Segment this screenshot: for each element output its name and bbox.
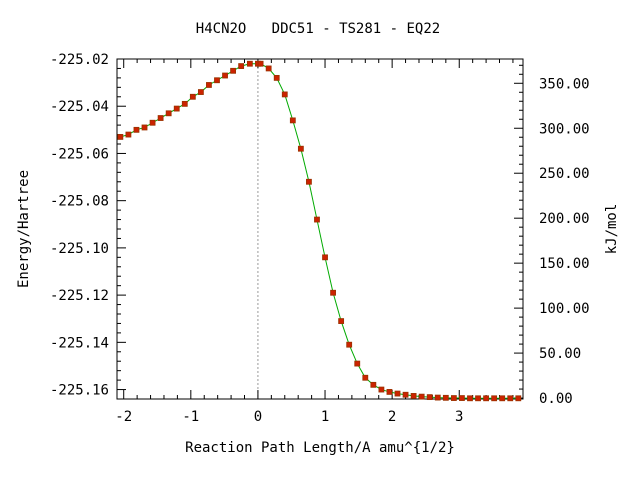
data-point [386, 389, 393, 395]
data-point [257, 60, 264, 67]
data-point [281, 91, 288, 98]
y2-tick-label: 50.00 [539, 346, 581, 362]
x-tick-label: 0 [254, 409, 262, 425]
y2-tick-label: 100.00 [539, 301, 590, 317]
y2-tick-label: 150.00 [539, 256, 590, 272]
data-point [246, 60, 253, 67]
data-point [402, 391, 409, 398]
data-point [230, 67, 236, 74]
plot-area: -2 -1 0 1 2 3 -225.02 -225.04 -225.06 -225.08 -225… [50, 52, 590, 425]
data-point [133, 126, 140, 133]
y2-tick-label: 300.00 [539, 121, 590, 137]
y-tick-label: -225.04 [50, 99, 109, 115]
data-point [273, 74, 280, 81]
x-tick-label: 2 [388, 409, 396, 425]
y-tick-label: -225.02 [50, 52, 109, 68]
data-point [442, 394, 449, 401]
data-point [289, 117, 296, 124]
data-point [149, 119, 156, 126]
data-point [362, 374, 369, 381]
data-point [141, 124, 148, 131]
data-point [491, 395, 498, 402]
data-point [157, 115, 164, 121]
x-tick-label: 3 [455, 409, 463, 425]
data-point [297, 145, 304, 152]
data-point [450, 395, 457, 401]
x-tick-label: -1 [182, 409, 199, 425]
data-point [378, 386, 385, 393]
y-tick-label: -225.14 [50, 335, 109, 351]
data-point [306, 178, 312, 185]
data-point [206, 82, 212, 88]
data-point [434, 394, 441, 401]
data-point [338, 318, 345, 324]
y2-tick-label: 250.00 [539, 166, 590, 182]
y-tick-label: -225.08 [50, 194, 109, 210]
data-point [483, 395, 489, 402]
x-tick-label: -2 [115, 409, 132, 425]
data-point [238, 63, 245, 69]
y-axis-label: Energy/Hartree [16, 170, 32, 288]
data-point [499, 395, 506, 402]
data-point [410, 393, 417, 399]
y-tick-label: -225.10 [50, 241, 109, 257]
y2-axis-label: kJ/mol [604, 204, 620, 255]
data-point [189, 93, 196, 100]
data-point [165, 110, 172, 117]
data-point [197, 89, 204, 95]
y2-tick-label: 350.00 [539, 76, 590, 92]
data-point [370, 381, 377, 388]
y2-tick-label: 0.00 [539, 391, 573, 407]
data-point [265, 65, 272, 72]
data-point [418, 393, 425, 400]
data-point [426, 394, 433, 401]
x-axis-label: Reaction Path Length/A amu^{1/2} [185, 440, 455, 456]
data-point [330, 289, 336, 296]
data-point [515, 395, 522, 402]
data-point [459, 395, 465, 401]
data-point [475, 395, 481, 402]
data-point [346, 341, 353, 348]
data-point [507, 395, 514, 402]
data-point [467, 395, 473, 402]
data-point [354, 360, 361, 367]
chart-title: H4CN2O DDC51 - TS281 - EQ22 [196, 21, 440, 37]
data-point [181, 100, 188, 107]
series-line [120, 63, 519, 399]
y-tick-label: -225.12 [50, 288, 109, 304]
y2-tick-label: 200.00 [539, 211, 590, 227]
data-point [117, 134, 124, 140]
x-tick-label: 1 [321, 409, 329, 425]
data-point [173, 105, 180, 112]
data-point [394, 390, 401, 397]
data-point [322, 254, 328, 261]
data-point [222, 72, 228, 79]
y-tick-label: -225.06 [50, 146, 109, 162]
data-point [314, 216, 320, 223]
y-tick-label: -225.16 [50, 383, 109, 399]
data-point [214, 77, 220, 84]
data-point [125, 131, 132, 138]
